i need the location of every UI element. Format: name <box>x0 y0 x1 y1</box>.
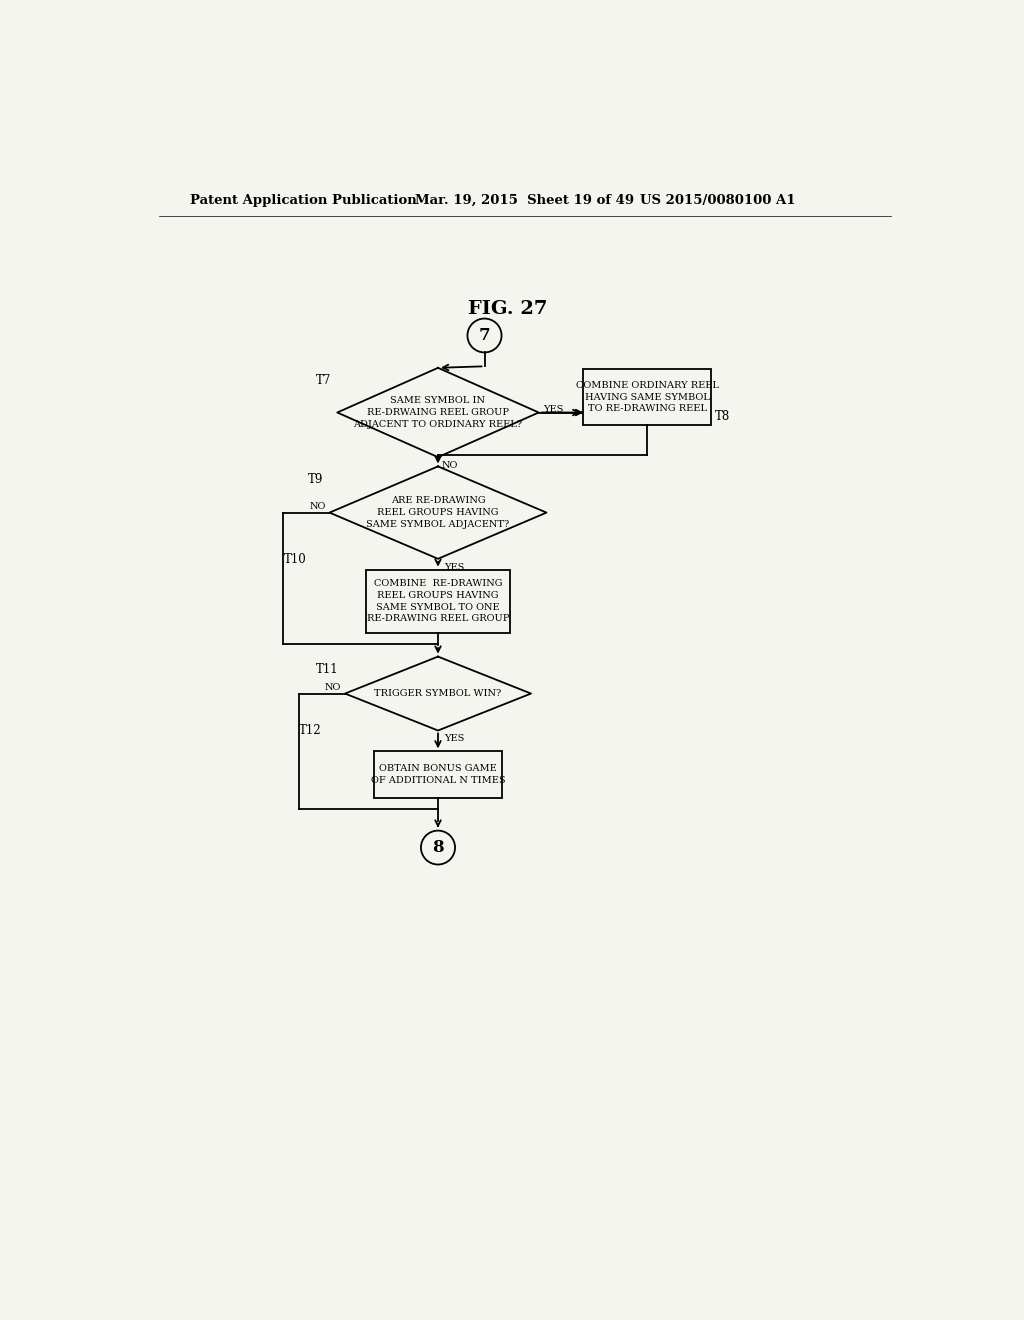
Text: YES: YES <box>444 562 465 572</box>
Text: NO: NO <box>442 461 459 470</box>
Text: T12: T12 <box>299 725 322 738</box>
Text: SAME SYMBOL IN
RE-DRWAING REEL GROUP
ADJACENT TO ORDINARY REEL?: SAME SYMBOL IN RE-DRWAING REEL GROUP ADJ… <box>353 396 522 429</box>
Text: ARE RE-DRAWING
REEL GROUPS HAVING
SAME SYMBOL ADJACENT?: ARE RE-DRAWING REEL GROUPS HAVING SAME S… <box>367 496 510 529</box>
Text: Mar. 19, 2015  Sheet 19 of 49: Mar. 19, 2015 Sheet 19 of 49 <box>415 194 634 207</box>
Bar <box>374 751 502 797</box>
Bar <box>367 570 510 632</box>
Text: 8: 8 <box>432 840 443 857</box>
Text: 7: 7 <box>478 327 490 345</box>
Text: COMBINE ORDINARY REEL
HAVING SAME SYMBOL
TO RE-DRAWING REEL: COMBINE ORDINARY REEL HAVING SAME SYMBOL… <box>575 380 719 413</box>
Text: T8: T8 <box>715 411 730 424</box>
Text: TRIGGER SYMBOL WIN?: TRIGGER SYMBOL WIN? <box>375 689 502 698</box>
Text: NO: NO <box>325 682 341 692</box>
Text: T9: T9 <box>308 473 324 486</box>
Text: T7: T7 <box>315 374 331 387</box>
Text: FIG. 27: FIG. 27 <box>468 300 548 318</box>
Bar <box>584 370 712 425</box>
Text: Patent Application Publication: Patent Application Publication <box>190 194 417 207</box>
Text: OBTAIN BONUS GAME
OF ADDITIONAL N TIMES: OBTAIN BONUS GAME OF ADDITIONAL N TIMES <box>371 764 505 785</box>
Text: T11: T11 <box>316 663 339 676</box>
Text: COMBINE  RE-DRAWING
REEL GROUPS HAVING
SAME SYMBOL TO ONE
RE-DRAWING REEL GROUP: COMBINE RE-DRAWING REEL GROUPS HAVING SA… <box>367 579 509 623</box>
Text: NO: NO <box>309 502 326 511</box>
Text: T10: T10 <box>284 553 306 566</box>
Text: YES: YES <box>543 405 563 414</box>
Text: US 2015/0080100 A1: US 2015/0080100 A1 <box>640 194 795 207</box>
Text: YES: YES <box>444 734 465 743</box>
